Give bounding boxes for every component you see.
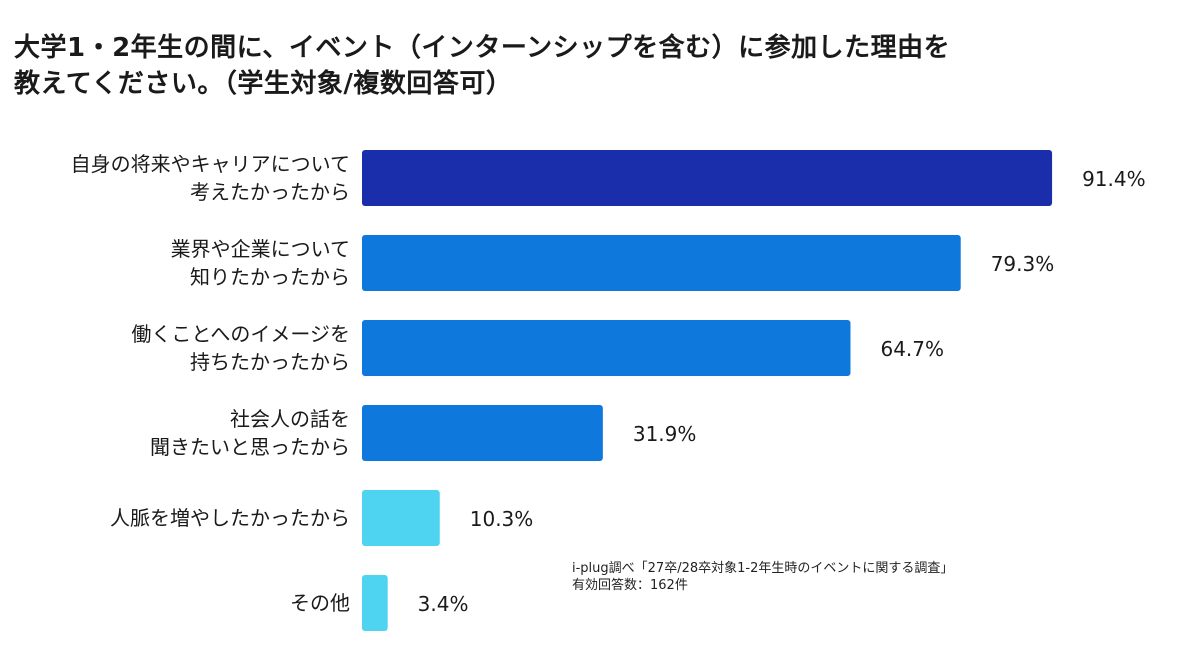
category-label-2-line-2: 知りたかったから bbox=[190, 265, 350, 289]
value-label-4: 31.9% bbox=[633, 422, 697, 446]
category-label-3-line-1: 働くことへのイメージを bbox=[131, 322, 350, 346]
category-label-4-line-1: 社会人の話を bbox=[230, 407, 350, 431]
source-note-line-1: i-plug調べ「27卒/28卒対象1-2年生時のイベントに関する調査」 bbox=[572, 561, 954, 576]
source-note: i-plug調べ「27卒/28卒対象1-2年生時のイベントに関する調査」 有効回… bbox=[572, 560, 953, 594]
value-label-2: 79.3% bbox=[991, 252, 1055, 276]
category-label-2-line-1: 業界や企業について bbox=[171, 237, 350, 261]
category-label-3-line-2: 持ちたかったから bbox=[190, 350, 350, 374]
bar-6 bbox=[362, 575, 388, 631]
bar-5 bbox=[362, 490, 440, 546]
value-label-1: 91.4% bbox=[1082, 167, 1146, 191]
category-label-4-line-2: 聞きたいと思ったから bbox=[150, 435, 350, 459]
chart-title-line-2: 教えてください。（学生対象/複数回答可） bbox=[14, 69, 513, 99]
value-label-3: 64.7% bbox=[880, 337, 944, 361]
bar-4 bbox=[362, 405, 603, 461]
chart-title-line-1: 大学1・2年生の間に、イベント（インターンシップを含む）に参加した理由を bbox=[14, 33, 951, 63]
bar-3 bbox=[362, 320, 851, 376]
category-label-6-line-1: その他 bbox=[290, 591, 350, 615]
source-note-line-2: 有効回答数：162件 bbox=[572, 578, 688, 593]
bar-2 bbox=[362, 235, 961, 291]
chart-title: 大学1・2年生の間に、イベント（インターンシップを含む）に参加した理由を 教えて… bbox=[14, 30, 1014, 102]
category-label-1-line-2: 考えたかったから bbox=[190, 180, 350, 204]
category-label-5-line-1: 人脈を増やしたかったから bbox=[110, 506, 350, 530]
bar-1 bbox=[362, 150, 1053, 206]
value-label-6: 3.4% bbox=[418, 592, 469, 616]
value-label-5: 10.3% bbox=[470, 507, 534, 531]
category-label-1-line-1: 自身の将来やキャリアについて bbox=[71, 152, 350, 176]
